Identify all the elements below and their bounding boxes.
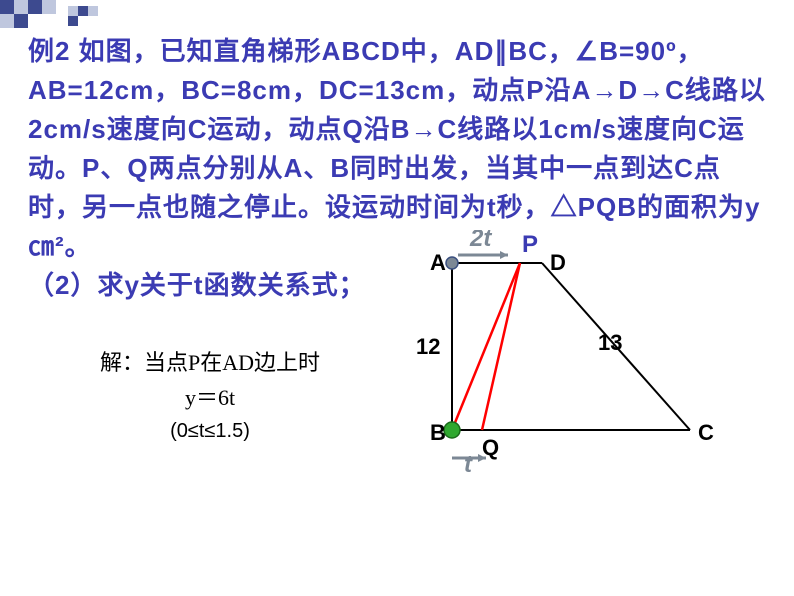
svg-text:13: 13 xyxy=(598,330,622,355)
svg-text:t: t xyxy=(464,451,473,478)
solution-block: 解：当点P在AD边上时 y＝6t (0≤t≤1.5) xyxy=(100,345,320,447)
problem-body: 例2 如图，已知直角梯形ABCD中，AD∥BC，∠B=90º，AB=12cm，B… xyxy=(28,36,766,261)
svg-text:12: 12 xyxy=(416,334,440,359)
svg-text:B: B xyxy=(430,420,446,445)
svg-text:D: D xyxy=(550,250,566,275)
problem-question: （2）求y关于t函数关系式； xyxy=(28,270,366,300)
solution-line2: y＝6t xyxy=(100,380,320,415)
corner-decoration xyxy=(0,0,120,35)
solution-line3: (0≤t≤1.5) xyxy=(100,415,320,447)
svg-text:A: A xyxy=(430,250,446,275)
svg-text:C: C xyxy=(698,420,714,445)
solution-line1: 解：当点P在AD边上时 xyxy=(100,345,320,380)
svg-text:Q: Q xyxy=(482,435,499,460)
trapezoid-diagram: A D B C P Q 12 13 2t t xyxy=(400,230,740,480)
svg-text:P: P xyxy=(522,231,538,258)
svg-text:2t: 2t xyxy=(469,230,492,252)
